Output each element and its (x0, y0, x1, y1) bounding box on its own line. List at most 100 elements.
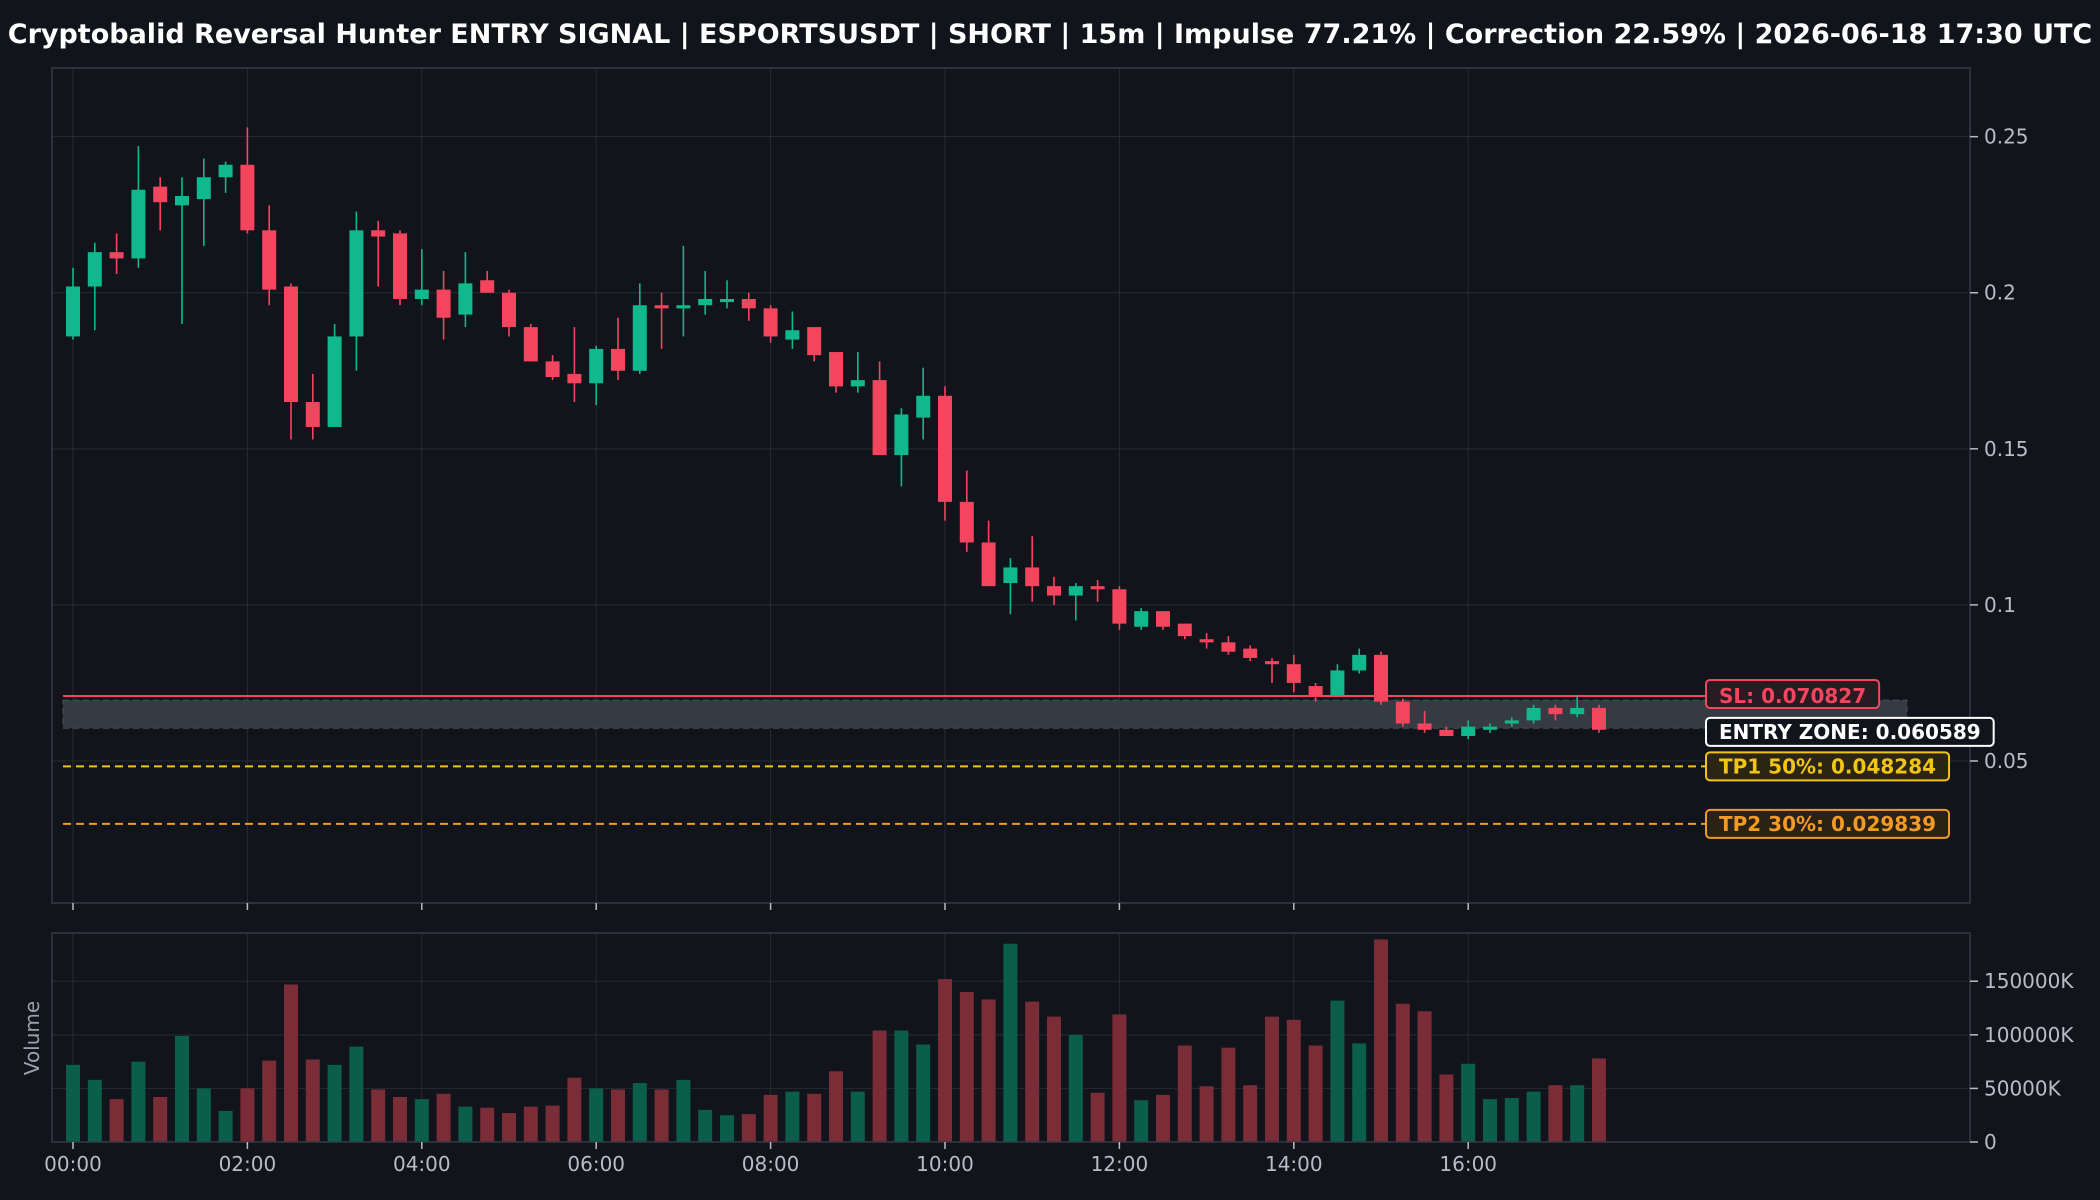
candle-body (393, 233, 407, 299)
candle-body (1177, 623, 1192, 637)
candle-body (1548, 707, 1563, 715)
candle-body (698, 298, 713, 306)
candle-body (916, 395, 931, 418)
candle-body (1439, 729, 1454, 736)
volume-bar (1526, 1091, 1541, 1142)
volume-bar (1308, 1045, 1323, 1142)
candle-body (785, 330, 800, 340)
candles (66, 127, 1606, 740)
volume-bar (676, 1079, 691, 1142)
candle-body (632, 305, 647, 371)
tp2-label: TP2 30%: 0.029839 (1705, 808, 1951, 839)
volume-bar (698, 1109, 713, 1142)
volume-bar (240, 1088, 255, 1142)
candle-body (1526, 707, 1541, 721)
volume-bar (393, 1096, 407, 1142)
volume-bar (654, 1089, 669, 1142)
volume-bar (1177, 1045, 1192, 1142)
candle-body (872, 380, 887, 456)
candle-body (763, 308, 778, 337)
volume-bar (959, 991, 974, 1142)
candle-body (959, 501, 974, 543)
price-tick-label: 0.2 (1984, 281, 2016, 305)
candle-body (1374, 654, 1388, 702)
price-tick-label: 0.25 (1984, 125, 2029, 149)
candle-body (938, 395, 952, 502)
candle-body (1003, 567, 1018, 584)
time-tick-label: 16:00 (1439, 1152, 1497, 1176)
volume-bar (1395, 1003, 1410, 1142)
volume-bar (262, 1060, 277, 1142)
candle-body (1090, 586, 1105, 590)
candle-body (981, 542, 996, 587)
price-axis: 0.05 0.1 0.15 0.2 0.25 (1970, 125, 2029, 773)
candle-body (371, 230, 386, 237)
volume-bar (1286, 1019, 1301, 1142)
candle-body (196, 177, 211, 200)
volume-bar (196, 1088, 211, 1142)
volume-bar (567, 1077, 582, 1142)
candle-body (305, 402, 320, 427)
time-tick-label: 14:00 (1265, 1152, 1323, 1176)
candle-body (262, 230, 277, 290)
candle-body (175, 195, 189, 206)
volume-bar (480, 1107, 495, 1142)
volume-tick-label: 100000K (1984, 1023, 2074, 1047)
candle-body (654, 305, 669, 309)
candle-body (1025, 567, 1040, 587)
tp2-label-text: TP2 30%: 0.029839 (1719, 812, 1936, 836)
volume-bar (829, 1071, 843, 1142)
volume-bar (611, 1089, 625, 1142)
candle-body (1068, 586, 1083, 596)
volume-axis: 0 50000K 100000K 150000K (1970, 969, 2074, 1154)
time-tick-label: 06:00 (567, 1152, 625, 1176)
candle-body (894, 414, 909, 456)
volume-bar (1265, 1016, 1279, 1142)
price-tick-label: 0.05 (1984, 749, 2029, 773)
volume-bar (327, 1064, 342, 1142)
candle-body (1592, 707, 1606, 730)
candle-body (1483, 726, 1497, 730)
volume-bar (1243, 1085, 1258, 1142)
candle-body (109, 252, 124, 259)
candle-body (1395, 701, 1410, 724)
tp2-label-box (1705, 808, 1951, 839)
candle-body (66, 286, 80, 337)
volume-bar (66, 1064, 80, 1142)
volume-bar (523, 1106, 538, 1142)
volume-bar (1352, 1043, 1367, 1142)
candle-body (1570, 707, 1585, 715)
candle-body (414, 289, 429, 299)
candle-body (589, 348, 604, 384)
chart-title: Cryptobalid Reversal Hunter ENTRY SIGNAL… (8, 19, 2092, 50)
volume-bar (894, 1030, 909, 1142)
candle-body (850, 380, 865, 387)
tp1-label-box (1705, 751, 1951, 782)
volume-bar (414, 1099, 429, 1142)
volume-bar (938, 979, 952, 1142)
entry-zone-band (62, 699, 1908, 729)
candle-body (349, 230, 364, 337)
volume-bar (916, 1044, 931, 1142)
volume-bar (1570, 1085, 1585, 1142)
candle-body (1352, 654, 1367, 671)
volume-bar (436, 1093, 451, 1142)
volume-bar (785, 1091, 800, 1142)
entry-label-text: ENTRY ZONE: 0.060589 (1719, 720, 1981, 744)
time-tick-label: 08:00 (742, 1152, 800, 1176)
volume-bar (1592, 1058, 1606, 1142)
volume-bar (305, 1059, 320, 1142)
candle-body (284, 286, 298, 402)
candle-body (741, 298, 756, 309)
time-tick-label: 02:00 (219, 1152, 277, 1176)
candle-body (1417, 723, 1432, 730)
volume-bar (218, 1110, 233, 1142)
time-tick-label: 04:00 (393, 1152, 451, 1176)
candle-body (567, 373, 582, 384)
candle-body (829, 352, 843, 387)
candle-body (1221, 642, 1236, 652)
volume-bar (807, 1093, 822, 1142)
volume-bar (1548, 1085, 1563, 1142)
